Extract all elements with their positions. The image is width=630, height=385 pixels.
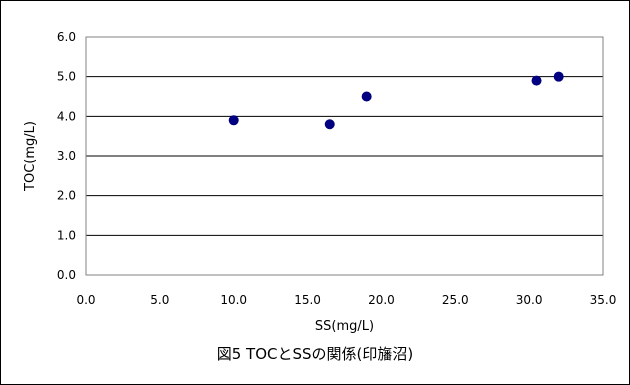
y-tick-label: 6.0 — [57, 30, 76, 44]
x-tick-label: 20.0 — [368, 293, 395, 307]
data-points — [228, 71, 564, 130]
data-point — [361, 91, 372, 102]
y-tick-label: 3.0 — [57, 149, 76, 163]
x-tick-label: 35.0 — [590, 293, 617, 307]
y-tick-label: 1.0 — [57, 228, 76, 242]
x-axis-title: SS(mg/L) — [315, 319, 374, 334]
data-point — [553, 71, 564, 82]
figure-caption: 図5 TOCとSSの関係(印旛沼) — [216, 345, 414, 363]
x-tick-label: 5.0 — [150, 293, 169, 307]
x-tick-label: 30.0 — [516, 293, 543, 307]
data-point — [324, 119, 335, 130]
y-tick-label: 2.0 — [57, 189, 76, 203]
y-tick-label: 0.0 — [57, 268, 76, 282]
y-axis: 0.0 1.0 2.0 3.0 4.0 5.0 6.0 — [57, 30, 76, 282]
y-axis-title: TOC(mg/L) — [23, 121, 38, 192]
plot-area — [85, 36, 604, 276]
data-point — [531, 75, 542, 86]
x-tick-label: 15.0 — [294, 293, 321, 307]
data-point — [228, 115, 239, 126]
y-tick-label: 4.0 — [57, 109, 76, 123]
x-tick-label: 0.0 — [76, 293, 95, 307]
x-axis: 0.0 5.0 10.0 15.0 20.0 25.0 30.0 35.0 — [76, 293, 616, 307]
x-tick-label: 25.0 — [442, 293, 469, 307]
y-tick-label: 5.0 — [57, 70, 76, 84]
x-tick-label: 10.0 — [220, 293, 247, 307]
